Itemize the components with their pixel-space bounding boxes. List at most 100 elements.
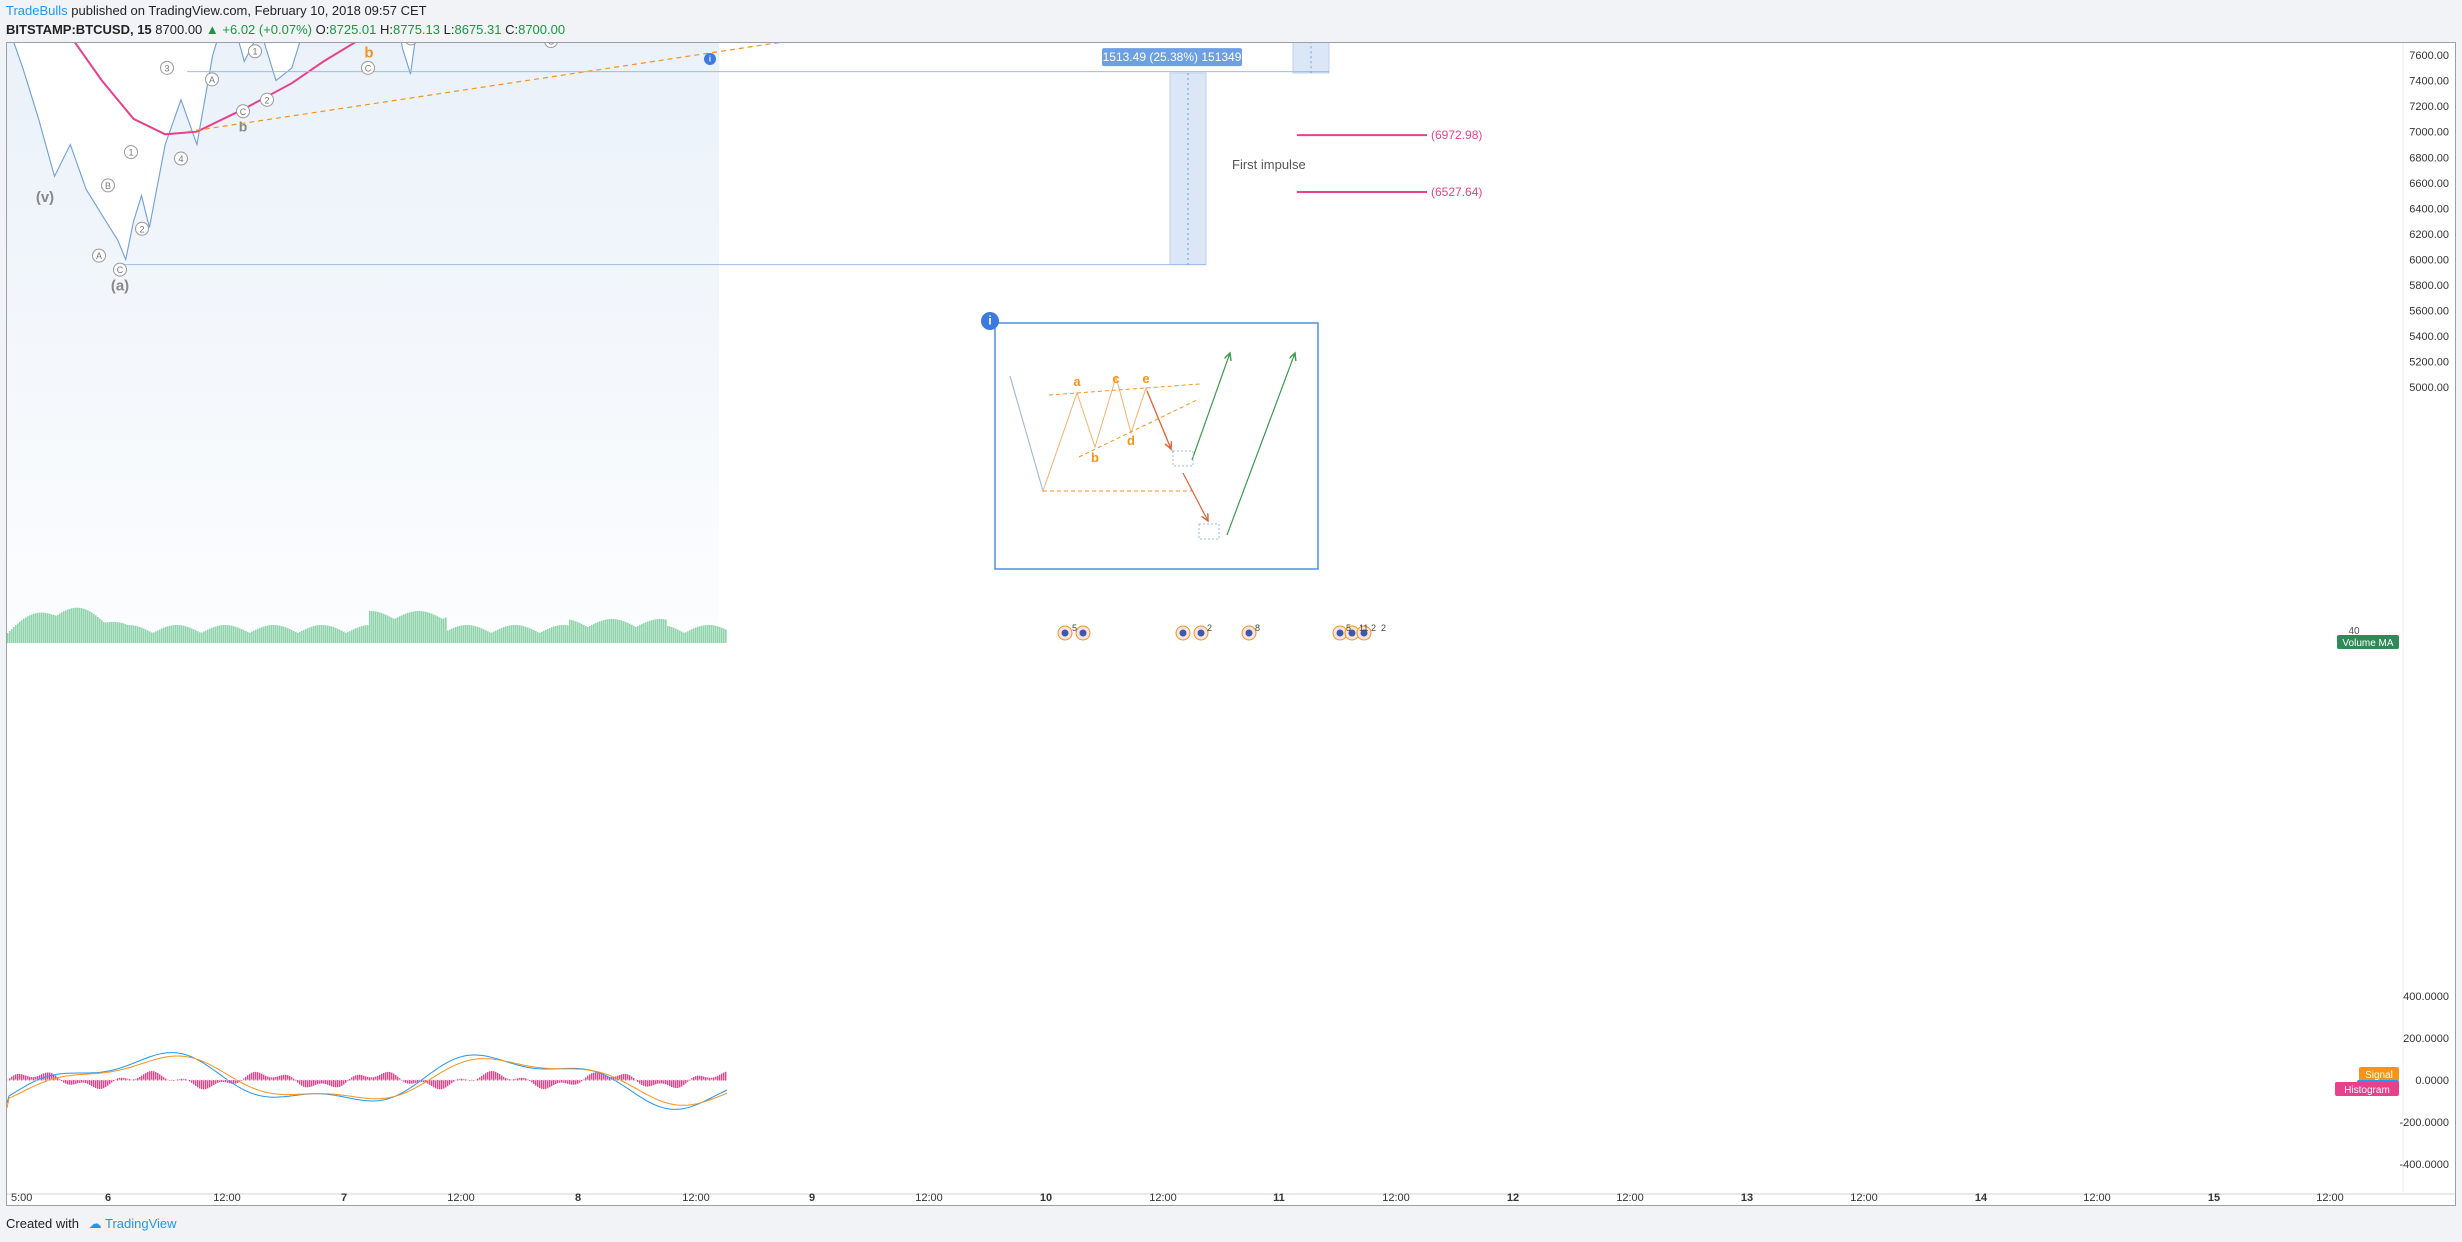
circled-wave-text: 1 [128, 148, 133, 158]
macd-histogram-bar [85, 1080, 87, 1084]
macd-histogram-bar [483, 1074, 485, 1081]
annotation-label: First impulse [1232, 157, 1306, 172]
volume-bar [647, 621, 649, 643]
volume-bar [565, 625, 567, 643]
time-tick-label: 12:00 [1850, 1192, 1878, 1204]
volume-bar [281, 626, 283, 643]
macd-histogram-bar [119, 1077, 121, 1081]
macd-histogram-bar [65, 1080, 67, 1084]
volume-bar [95, 615, 97, 643]
macd-histogram-bar [91, 1080, 93, 1086]
pane-badge: 40 [2348, 626, 2360, 637]
macd-histogram-bar [245, 1076, 247, 1081]
economic-event-marker [1241, 625, 1257, 641]
volume-bar [47, 613, 49, 643]
macd-histogram-bar [297, 1080, 299, 1083]
volume-bar [607, 619, 609, 643]
macd-histogram-bar [267, 1076, 269, 1081]
volume-bar [533, 630, 535, 643]
ohlc-high: 8775.13 [393, 22, 440, 37]
pane-badge-bg [2359, 1067, 2399, 1081]
macd-histogram-bar [197, 1080, 199, 1088]
circled-wave-text: 2 [408, 43, 413, 44]
macd-histogram-bar [325, 1080, 327, 1085]
economic-event-marker [1332, 625, 1348, 641]
macd-histogram-bar [123, 1077, 125, 1081]
volume-bar [105, 622, 107, 643]
volume-bar [561, 625, 563, 643]
signal-line [6, 1055, 728, 1109]
volume-bar [307, 628, 309, 643]
circled-wave-text: 3 [164, 63, 169, 73]
volume-bar [459, 625, 461, 643]
info-icon: i [704, 53, 716, 65]
annotation-label: (v) [36, 189, 54, 206]
volume-bar [663, 619, 665, 643]
symbol-line: BITSTAMP:BTCUSD, 15 8700.00 ▲ +6.02 (+0.… [6, 22, 565, 37]
volume-bar [247, 632, 249, 643]
volume-bar [321, 625, 323, 643]
macd-histogram-bar [505, 1077, 507, 1081]
pane-badge: Volume MA [2337, 635, 2399, 649]
price-line [6, 0, 591, 262]
macd-histogram-bar [687, 1080, 689, 1082]
volume-bar [199, 632, 201, 643]
volume-bar [337, 628, 339, 643]
volume-bar [453, 627, 455, 643]
macd-histogram-bar [35, 1076, 37, 1081]
macd-histogram-bar [379, 1074, 381, 1081]
volume-bar [487, 631, 489, 643]
macd-histogram-bar [89, 1080, 91, 1085]
macd-histogram-bar [613, 1076, 615, 1081]
volume-bar [397, 617, 399, 643]
volume-bar [165, 627, 167, 643]
macd-histogram-bar [657, 1080, 659, 1084]
ohlc-close: 8700.00 [518, 22, 566, 37]
macd-histogram-bar [363, 1075, 365, 1081]
author-link[interactable]: TradeBulls [6, 3, 68, 18]
macd-histogram-bar [125, 1078, 127, 1081]
macd-histogram-bar [161, 1075, 163, 1081]
volume-bar [563, 625, 565, 643]
volume-bar [35, 613, 37, 643]
macd-histogram-bar [487, 1072, 489, 1081]
time-tick-label: 11 [1273, 1192, 1285, 1204]
volume-bar [655, 619, 657, 643]
volume-bar [391, 617, 393, 643]
ohlc-open: 8725.01 [329, 22, 377, 37]
macd-histogram-bar [563, 1080, 565, 1083]
macd-histogram-bar [579, 1080, 581, 1083]
macd-histogram-bar [139, 1076, 141, 1081]
circled-wave-ring [124, 145, 138, 160]
volume-bar [195, 630, 197, 643]
macd-histogram-bar [601, 1074, 603, 1081]
volume-bar [73, 607, 75, 643]
economic-event-marker [1356, 625, 1372, 641]
volume-bar [623, 621, 625, 643]
inset-down-leg [1009, 375, 1044, 492]
chart-svg[interactable]: 9600.009400.009200.009000.008800.008600.… [6, 0, 2455, 1205]
macd-histogram-bar [643, 1080, 645, 1086]
circled-wave-text: C [240, 107, 247, 117]
macd-histogram-bar [577, 1080, 579, 1084]
info-icon-glyph: i [988, 315, 991, 328]
volume-bar [295, 631, 297, 643]
macd-histogram-bar [497, 1072, 499, 1081]
macd-histogram-bar [551, 1080, 553, 1087]
volume-bar [621, 620, 623, 643]
volume-bar [319, 625, 321, 643]
volume-bar [427, 612, 429, 643]
triangle-lower-line [186, 0, 1066, 133]
volume-bar [231, 625, 233, 643]
time-tick-label: 6 [105, 1192, 111, 1204]
macd-histogram-bar [287, 1075, 289, 1081]
macd-histogram-bar [559, 1080, 561, 1083]
chart-frame[interactable]: 9600.009400.009200.009000.008800.008600.… [6, 0, 2456, 1206]
volume-bar [325, 625, 327, 643]
economic-event-marker [1057, 625, 1073, 641]
macd-histogram-bar [223, 1080, 225, 1082]
volume-bar [277, 625, 279, 643]
volume-bar [503, 627, 505, 643]
tradingview-link[interactable]: TradingView [105, 1216, 177, 1231]
volume-bar [433, 614, 435, 643]
